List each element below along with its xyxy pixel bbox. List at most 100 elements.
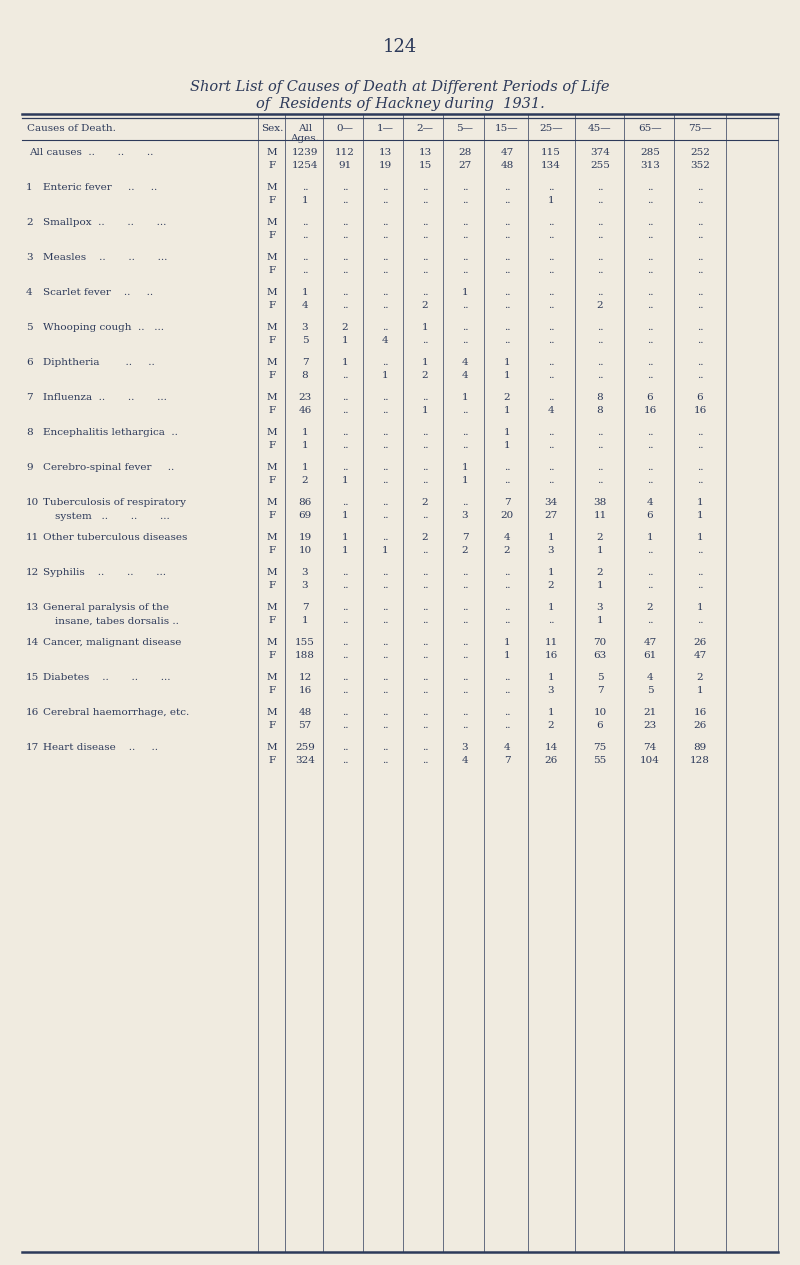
Text: 1: 1 bbox=[504, 428, 510, 436]
Text: F: F bbox=[269, 301, 275, 310]
Text: ..: .. bbox=[382, 511, 388, 520]
Text: ..: .. bbox=[697, 253, 703, 262]
Text: ..: .. bbox=[646, 568, 654, 577]
Text: 6: 6 bbox=[597, 721, 603, 730]
Text: 16: 16 bbox=[26, 708, 39, 717]
Text: ..: .. bbox=[548, 266, 554, 275]
Text: ..: .. bbox=[462, 708, 468, 717]
Text: 128: 128 bbox=[690, 756, 710, 765]
Text: ..: .. bbox=[462, 441, 468, 450]
Text: ..: .. bbox=[504, 581, 510, 589]
Text: ..: .. bbox=[697, 358, 703, 367]
Text: ..: .. bbox=[548, 371, 554, 380]
Text: 1: 1 bbox=[504, 651, 510, 660]
Text: ..: .. bbox=[646, 371, 654, 380]
Text: 27: 27 bbox=[544, 511, 558, 520]
Text: ..: .. bbox=[382, 393, 388, 402]
Text: 1: 1 bbox=[342, 533, 348, 541]
Text: 26: 26 bbox=[544, 756, 558, 765]
Text: 1: 1 bbox=[697, 686, 703, 694]
Text: ..: .. bbox=[382, 463, 388, 472]
Text: 4: 4 bbox=[462, 756, 468, 765]
Text: ..: .. bbox=[462, 253, 468, 262]
Text: ..: .. bbox=[504, 616, 510, 625]
Text: 285: 285 bbox=[640, 148, 660, 157]
Text: F: F bbox=[269, 546, 275, 555]
Text: 16: 16 bbox=[298, 686, 312, 694]
Text: General paralysis of the: General paralysis of the bbox=[43, 603, 169, 612]
Text: ..: .. bbox=[548, 393, 554, 402]
Text: All causes  ..       ..       ..: All causes .. .. .. bbox=[29, 148, 154, 157]
Text: 27: 27 bbox=[458, 161, 472, 170]
Text: ..: .. bbox=[382, 533, 388, 541]
Text: ..: .. bbox=[462, 336, 468, 345]
Text: 47: 47 bbox=[643, 638, 657, 646]
Text: ..: .. bbox=[462, 603, 468, 612]
Text: Tuberculosis of respiratory: Tuberculosis of respiratory bbox=[43, 498, 186, 507]
Text: M: M bbox=[266, 463, 278, 472]
Text: 1: 1 bbox=[548, 568, 554, 577]
Text: ..: .. bbox=[548, 336, 554, 345]
Text: 16: 16 bbox=[643, 406, 657, 415]
Text: 6: 6 bbox=[697, 393, 703, 402]
Text: 10: 10 bbox=[594, 708, 606, 717]
Text: ..: .. bbox=[462, 323, 468, 331]
Text: F: F bbox=[269, 581, 275, 589]
Text: ..: .. bbox=[342, 721, 348, 730]
Text: 46: 46 bbox=[298, 406, 312, 415]
Text: 13: 13 bbox=[418, 148, 432, 157]
Text: ..: .. bbox=[697, 301, 703, 310]
Text: ..: .. bbox=[462, 568, 468, 577]
Text: 7: 7 bbox=[462, 533, 468, 541]
Text: 21: 21 bbox=[643, 708, 657, 717]
Text: 74: 74 bbox=[643, 743, 657, 751]
Text: M: M bbox=[266, 288, 278, 297]
Text: 69: 69 bbox=[298, 511, 312, 520]
Text: 1: 1 bbox=[342, 336, 348, 345]
Text: 19: 19 bbox=[298, 533, 312, 541]
Text: M: M bbox=[266, 673, 278, 682]
Text: ..: .. bbox=[462, 673, 468, 682]
Text: 1: 1 bbox=[597, 616, 603, 625]
Text: 4: 4 bbox=[646, 498, 654, 507]
Text: 3: 3 bbox=[302, 323, 308, 331]
Text: ..: .. bbox=[462, 266, 468, 275]
Text: ..: .. bbox=[382, 231, 388, 240]
Text: 374: 374 bbox=[590, 148, 610, 157]
Text: ..: .. bbox=[302, 218, 308, 226]
Text: ..: .. bbox=[382, 603, 388, 612]
Text: ..: .. bbox=[382, 498, 388, 507]
Text: 47: 47 bbox=[694, 651, 706, 660]
Text: 16: 16 bbox=[694, 708, 706, 717]
Text: ..: .. bbox=[504, 301, 510, 310]
Text: ..: .. bbox=[504, 253, 510, 262]
Text: M: M bbox=[266, 638, 278, 646]
Text: ..: .. bbox=[462, 616, 468, 625]
Text: 1: 1 bbox=[302, 288, 308, 297]
Text: 45—: 45— bbox=[588, 124, 612, 133]
Text: ..: .. bbox=[504, 603, 510, 612]
Text: 6: 6 bbox=[26, 358, 33, 367]
Text: 4: 4 bbox=[548, 406, 554, 415]
Text: ..: .. bbox=[342, 301, 348, 310]
Text: ..: .. bbox=[697, 288, 703, 297]
Text: ..: .. bbox=[548, 183, 554, 192]
Text: ..: .. bbox=[646, 288, 654, 297]
Text: ..: .. bbox=[462, 581, 468, 589]
Text: F: F bbox=[269, 511, 275, 520]
Text: ..: .. bbox=[646, 183, 654, 192]
Text: ..: .. bbox=[342, 196, 348, 205]
Text: ..: .. bbox=[646, 301, 654, 310]
Text: 7: 7 bbox=[504, 756, 510, 765]
Text: Other tuberculous diseases: Other tuberculous diseases bbox=[43, 533, 187, 541]
Text: 2: 2 bbox=[26, 218, 33, 226]
Text: 4: 4 bbox=[382, 336, 388, 345]
Text: ..: .. bbox=[302, 231, 308, 240]
Text: ..: .. bbox=[597, 336, 603, 345]
Text: 1: 1 bbox=[504, 371, 510, 380]
Text: 1: 1 bbox=[302, 428, 308, 436]
Text: ..: .. bbox=[342, 568, 348, 577]
Text: 17: 17 bbox=[26, 743, 39, 751]
Text: 134: 134 bbox=[541, 161, 561, 170]
Text: 1: 1 bbox=[422, 323, 428, 331]
